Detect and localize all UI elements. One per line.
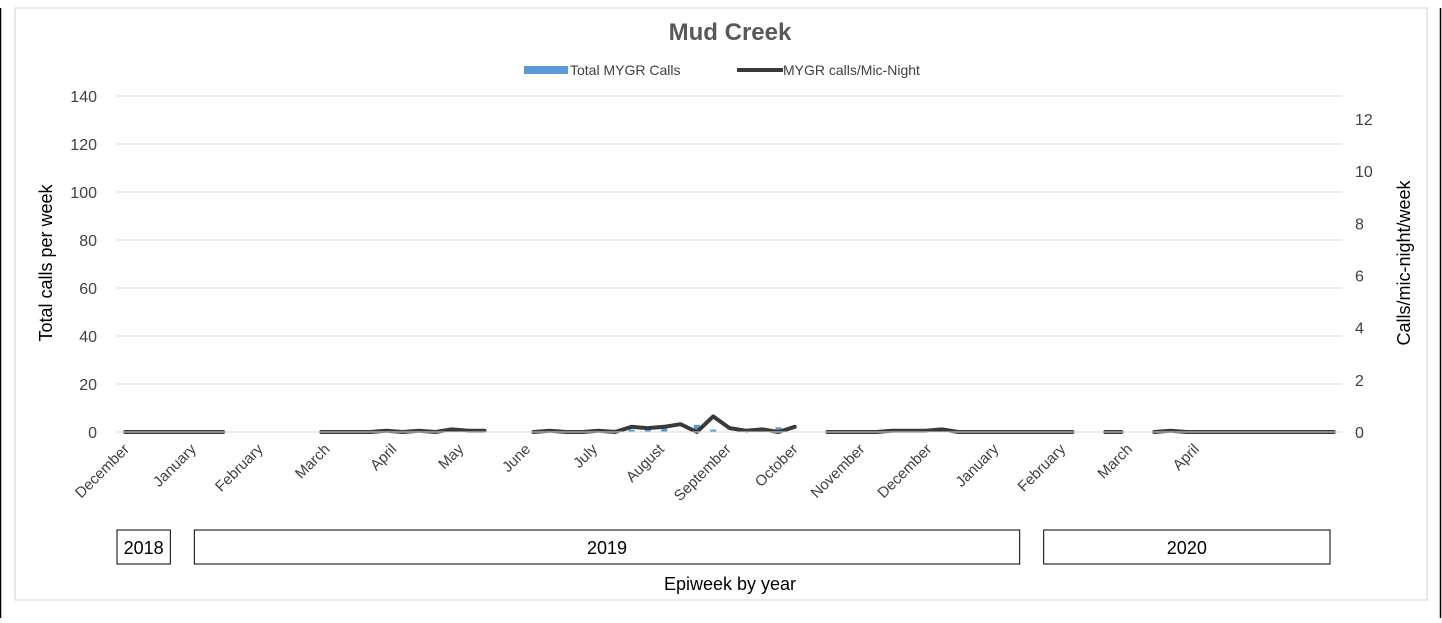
- year-groups: 2018 2019 2020: [116, 529, 1331, 565]
- y-axis-left-title: Total calls per week: [36, 183, 56, 341]
- y-left-tick-label: 140: [70, 89, 97, 106]
- bar: [644, 429, 651, 432]
- legend-label-calls-per-mic-night: MYGR calls/Mic-Night: [783, 62, 920, 78]
- bar: [628, 429, 635, 432]
- year-box: [1043, 529, 1331, 565]
- y-left-tick-label: 0: [88, 425, 97, 442]
- y-left-tick-label: 80: [79, 233, 97, 250]
- y-right-tick-label: 6: [1355, 269, 1364, 286]
- year-label: 2019: [587, 538, 627, 558]
- year-box: [116, 529, 171, 565]
- y-axis-left-ticks: 0 20 40 60 80 100 120 140: [70, 89, 97, 442]
- y-right-tick-label: 12: [1355, 112, 1373, 129]
- bar: [693, 424, 700, 432]
- chart-area-border: [14, 7, 1428, 601]
- y-right-tick-label: 0: [1355, 425, 1364, 442]
- y-axis-right-title: Calls/mic-night/week: [1394, 179, 1414, 345]
- y-left-tick-label: 20: [79, 377, 97, 394]
- y-right-tick-label: 8: [1355, 216, 1364, 233]
- gridlines: [117, 95, 1342, 385]
- bar: [661, 427, 668, 432]
- y-left-tick-label: 60: [79, 281, 97, 298]
- y-left-tick-label: 120: [70, 137, 97, 154]
- y-right-tick-label: 4: [1355, 321, 1364, 338]
- y-right-tick-label: 10: [1355, 164, 1373, 181]
- legend-label-total-calls: Total MYGR Calls: [570, 62, 680, 78]
- chart-title: Mud Creek: [669, 19, 792, 46]
- legend: Total MYGR Calls MYGR calls/Mic-Night: [524, 62, 920, 78]
- x-axis-title: Epiweek by year: [664, 574, 796, 594]
- y-right-tick-label: 2: [1355, 373, 1364, 390]
- bar: [710, 429, 717, 432]
- y-left-tick-label: 40: [79, 329, 97, 346]
- year-label: 2020: [1167, 538, 1207, 558]
- bar: [775, 427, 782, 432]
- y-axis-right-ticks: 0 2 4 6 8 10 12: [1355, 112, 1373, 442]
- year-label: 2018: [124, 538, 164, 558]
- y-left-tick-label: 100: [70, 185, 97, 202]
- year-box: [193, 529, 1021, 565]
- legend-swatch-total-calls: [524, 66, 568, 74]
